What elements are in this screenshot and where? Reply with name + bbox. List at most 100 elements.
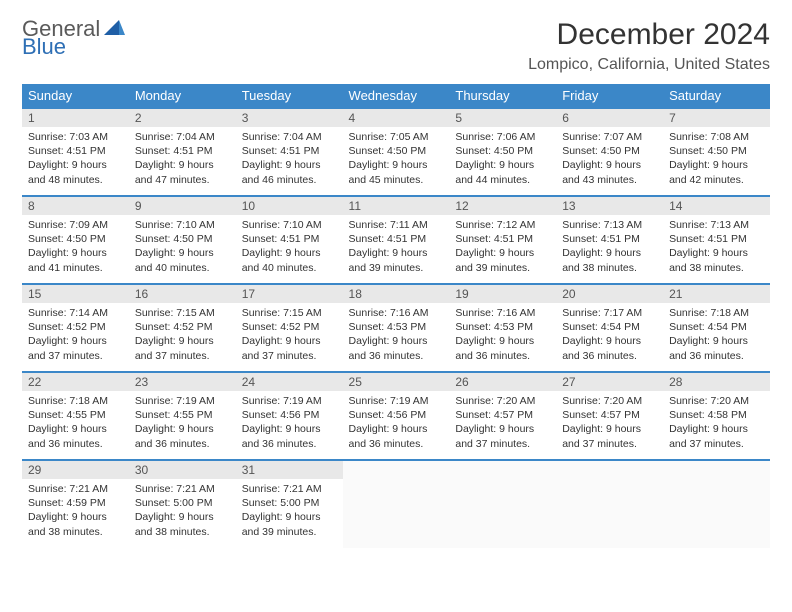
daylight-text-2: and 43 minutes. — [562, 173, 657, 187]
calendar-row: 22Sunrise: 7:18 AMSunset: 4:55 PMDayligh… — [22, 372, 770, 460]
day-details: Sunrise: 7:04 AMSunset: 4:51 PMDaylight:… — [129, 127, 236, 193]
sunrise-text: Sunrise: 7:20 AM — [669, 394, 764, 408]
sunrise-text: Sunrise: 7:19 AM — [242, 394, 337, 408]
day-details: Sunrise: 7:19 AMSunset: 4:56 PMDaylight:… — [236, 391, 343, 457]
sunrise-text: Sunrise: 7:20 AM — [562, 394, 657, 408]
daylight-text-1: Daylight: 9 hours — [562, 422, 657, 436]
calendar-cell: 15Sunrise: 7:14 AMSunset: 4:52 PMDayligh… — [22, 284, 129, 372]
day-number: 20 — [556, 285, 663, 303]
weekday-header: Monday — [129, 84, 236, 108]
sunrise-text: Sunrise: 7:15 AM — [242, 306, 337, 320]
daylight-text-1: Daylight: 9 hours — [28, 334, 123, 348]
daylight-text-2: and 36 minutes. — [349, 349, 444, 363]
day-details: Sunrise: 7:20 AMSunset: 4:57 PMDaylight:… — [449, 391, 556, 457]
sunrise-text: Sunrise: 7:19 AM — [135, 394, 230, 408]
day-number: 24 — [236, 373, 343, 391]
weekday-header-row: SundayMondayTuesdayWednesdayThursdayFrid… — [22, 84, 770, 108]
day-details: Sunrise: 7:07 AMSunset: 4:50 PMDaylight:… — [556, 127, 663, 193]
daylight-text-1: Daylight: 9 hours — [669, 422, 764, 436]
daylight-text-2: and 39 minutes. — [242, 525, 337, 539]
daylight-text-2: and 45 minutes. — [349, 173, 444, 187]
daylight-text-1: Daylight: 9 hours — [349, 246, 444, 260]
daylight-text-1: Daylight: 9 hours — [135, 422, 230, 436]
sunrise-text: Sunrise: 7:20 AM — [455, 394, 550, 408]
calendar-cell: 8Sunrise: 7:09 AMSunset: 4:50 PMDaylight… — [22, 196, 129, 284]
day-number: 2 — [129, 109, 236, 127]
day-details: Sunrise: 7:06 AMSunset: 4:50 PMDaylight:… — [449, 127, 556, 193]
sunset-text: Sunset: 4:52 PM — [28, 320, 123, 334]
daylight-text-1: Daylight: 9 hours — [28, 246, 123, 260]
day-number: 26 — [449, 373, 556, 391]
day-details: Sunrise: 7:13 AMSunset: 4:51 PMDaylight:… — [663, 215, 770, 281]
sunrise-text: Sunrise: 7:16 AM — [455, 306, 550, 320]
daylight-text-1: Daylight: 9 hours — [349, 422, 444, 436]
sunset-text: Sunset: 4:51 PM — [242, 232, 337, 246]
day-details: Sunrise: 7:21 AMSunset: 4:59 PMDaylight:… — [22, 479, 129, 545]
daylight-text-2: and 38 minutes. — [669, 261, 764, 275]
day-number: 3 — [236, 109, 343, 127]
daylight-text-1: Daylight: 9 hours — [242, 158, 337, 172]
sunrise-text: Sunrise: 7:11 AM — [349, 218, 444, 232]
calendar-row: 8Sunrise: 7:09 AMSunset: 4:50 PMDaylight… — [22, 196, 770, 284]
day-number: 14 — [663, 197, 770, 215]
day-number: 10 — [236, 197, 343, 215]
sunset-text: Sunset: 4:52 PM — [242, 320, 337, 334]
sunset-text: Sunset: 4:50 PM — [349, 144, 444, 158]
daylight-text-1: Daylight: 9 hours — [135, 510, 230, 524]
sunrise-text: Sunrise: 7:12 AM — [455, 218, 550, 232]
day-number: 21 — [663, 285, 770, 303]
day-details: Sunrise: 7:16 AMSunset: 4:53 PMDaylight:… — [449, 303, 556, 369]
day-details: Sunrise: 7:18 AMSunset: 4:54 PMDaylight:… — [663, 303, 770, 369]
sunrise-text: Sunrise: 7:21 AM — [135, 482, 230, 496]
calendar-cell: 17Sunrise: 7:15 AMSunset: 4:52 PMDayligh… — [236, 284, 343, 372]
daylight-text-2: and 38 minutes. — [28, 525, 123, 539]
sunset-text: Sunset: 4:54 PM — [669, 320, 764, 334]
sunrise-text: Sunrise: 7:10 AM — [242, 218, 337, 232]
day-number: 7 — [663, 109, 770, 127]
sunset-text: Sunset: 4:51 PM — [349, 232, 444, 246]
daylight-text-1: Daylight: 9 hours — [28, 158, 123, 172]
day-details: Sunrise: 7:17 AMSunset: 4:54 PMDaylight:… — [556, 303, 663, 369]
day-number: 17 — [236, 285, 343, 303]
location-text: Lompico, California, United States — [528, 56, 770, 74]
sunrise-text: Sunrise: 7:07 AM — [562, 130, 657, 144]
sunset-text: Sunset: 4:53 PM — [455, 320, 550, 334]
day-details: Sunrise: 7:14 AMSunset: 4:52 PMDaylight:… — [22, 303, 129, 369]
daylight-text-2: and 42 minutes. — [669, 173, 764, 187]
sunrise-text: Sunrise: 7:15 AM — [135, 306, 230, 320]
day-number: 22 — [22, 373, 129, 391]
sunrise-text: Sunrise: 7:04 AM — [135, 130, 230, 144]
day-number: 8 — [22, 197, 129, 215]
day-number: 25 — [343, 373, 450, 391]
sunset-text: Sunset: 4:56 PM — [349, 408, 444, 422]
sunset-text: Sunset: 4:58 PM — [669, 408, 764, 422]
sunset-text: Sunset: 4:51 PM — [135, 144, 230, 158]
daylight-text-2: and 37 minutes. — [455, 437, 550, 451]
daylight-text-1: Daylight: 9 hours — [455, 158, 550, 172]
sunrise-text: Sunrise: 7:17 AM — [562, 306, 657, 320]
day-details: Sunrise: 7:12 AMSunset: 4:51 PMDaylight:… — [449, 215, 556, 281]
daylight-text-2: and 37 minutes. — [135, 349, 230, 363]
day-details: Sunrise: 7:21 AMSunset: 5:00 PMDaylight:… — [236, 479, 343, 545]
daylight-text-2: and 36 minutes. — [242, 437, 337, 451]
day-details: Sunrise: 7:10 AMSunset: 4:51 PMDaylight:… — [236, 215, 343, 281]
sunset-text: Sunset: 5:00 PM — [135, 496, 230, 510]
daylight-text-1: Daylight: 9 hours — [242, 510, 337, 524]
month-title: December 2024 — [528, 18, 770, 52]
day-details: Sunrise: 7:19 AMSunset: 4:56 PMDaylight:… — [343, 391, 450, 457]
brand-logo: GeneralBlue — [22, 18, 126, 58]
daylight-text-2: and 36 minutes. — [669, 349, 764, 363]
day-details: Sunrise: 7:10 AMSunset: 4:50 PMDaylight:… — [129, 215, 236, 281]
day-number: 16 — [129, 285, 236, 303]
day-details: Sunrise: 7:19 AMSunset: 4:55 PMDaylight:… — [129, 391, 236, 457]
sunset-text: Sunset: 4:50 PM — [562, 144, 657, 158]
sunset-text: Sunset: 4:50 PM — [455, 144, 550, 158]
daylight-text-1: Daylight: 9 hours — [28, 510, 123, 524]
daylight-text-1: Daylight: 9 hours — [349, 334, 444, 348]
calendar-cell: 28Sunrise: 7:20 AMSunset: 4:58 PMDayligh… — [663, 372, 770, 460]
day-details: Sunrise: 7:11 AMSunset: 4:51 PMDaylight:… — [343, 215, 450, 281]
day-number: 31 — [236, 461, 343, 479]
calendar-cell: 22Sunrise: 7:18 AMSunset: 4:55 PMDayligh… — [22, 372, 129, 460]
daylight-text-2: and 48 minutes. — [28, 173, 123, 187]
day-number: 1 — [22, 109, 129, 127]
